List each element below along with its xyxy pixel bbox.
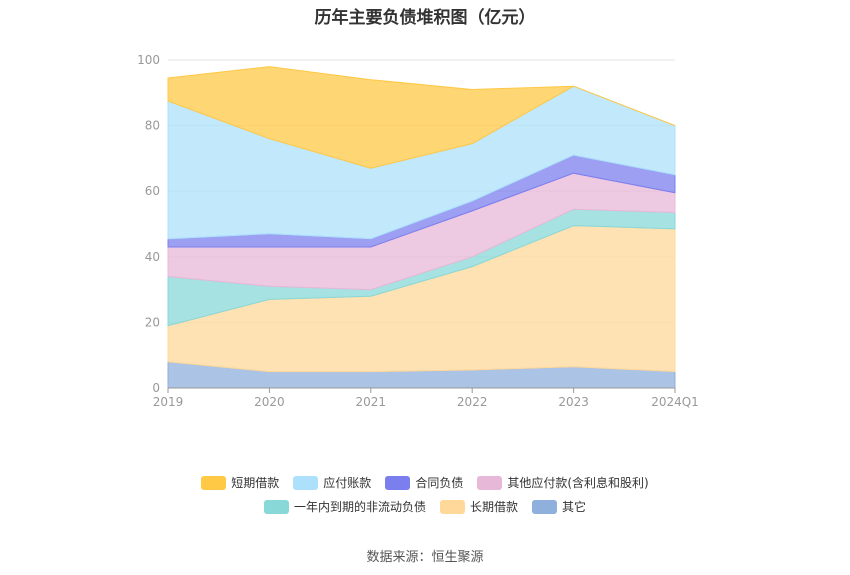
legend-row-1: 短期借款 应付账款 合同负债 其他应付款(含利息和股利) xyxy=(0,474,850,491)
x-tick-label: 2021 xyxy=(356,395,387,409)
legend-swatch xyxy=(532,499,557,514)
data-source-note: 数据来源：恒生聚源 xyxy=(366,550,484,565)
legend-item[interactable]: 其他应付款(含利息和股利) xyxy=(477,474,649,491)
x-tick-label: 2024Q1 xyxy=(651,395,699,409)
x-tick-label: 2019 xyxy=(153,395,184,409)
axes: 0 20 40 60 80 100 2019 2020 2021 2022 2023 2024Q1 xyxy=(137,53,699,409)
legend-item[interactable]: 合同负债 xyxy=(385,474,463,491)
y-tick-label: 80 xyxy=(145,119,160,133)
area-series-6 xyxy=(167,66,676,169)
legend-label: 长期借款 xyxy=(469,500,518,514)
y-tick-label: 20 xyxy=(145,315,160,329)
legend-swatch xyxy=(201,475,227,490)
legend-row-2: 一年内到期的非流动负债 长期借款 其它 xyxy=(0,498,850,515)
y-tick-label: 40 xyxy=(145,250,160,264)
legend-swatch xyxy=(263,499,289,514)
legend-swatch xyxy=(477,475,503,490)
legend-label: 其它 xyxy=(562,500,587,514)
x-tick-label: 2020 xyxy=(254,395,285,409)
legend-swatch xyxy=(293,475,319,490)
y-tick-label: 100 xyxy=(137,53,160,67)
chart-title: 历年主要负债堆积图（亿元） xyxy=(314,8,536,28)
legend-label: 应付账款 xyxy=(323,476,372,490)
legend-swatch xyxy=(385,475,411,490)
legend-item[interactable]: 短期借款 xyxy=(201,474,279,491)
legend-item[interactable]: 一年内到期的非流动负债 xyxy=(263,498,426,515)
x-tick-label: 2023 xyxy=(558,395,589,409)
legend-swatch xyxy=(439,499,465,514)
legend-item[interactable]: 应付账款 xyxy=(293,474,371,491)
legend-label: 短期借款 xyxy=(231,476,280,490)
legend-label: 合同负债 xyxy=(415,476,464,490)
area-series xyxy=(167,66,676,389)
legend-item[interactable]: 长期借款 xyxy=(439,498,518,515)
legend-label: 其他应付款(含利息和股利) xyxy=(507,476,649,490)
x-tick-label: 2022 xyxy=(457,395,488,409)
legend-item[interactable]: 其它 xyxy=(532,498,586,515)
y-tick-label: 0 xyxy=(152,381,160,395)
legend-label: 一年内到期的非流动负债 xyxy=(293,500,426,514)
y-tick-label: 60 xyxy=(145,184,160,198)
